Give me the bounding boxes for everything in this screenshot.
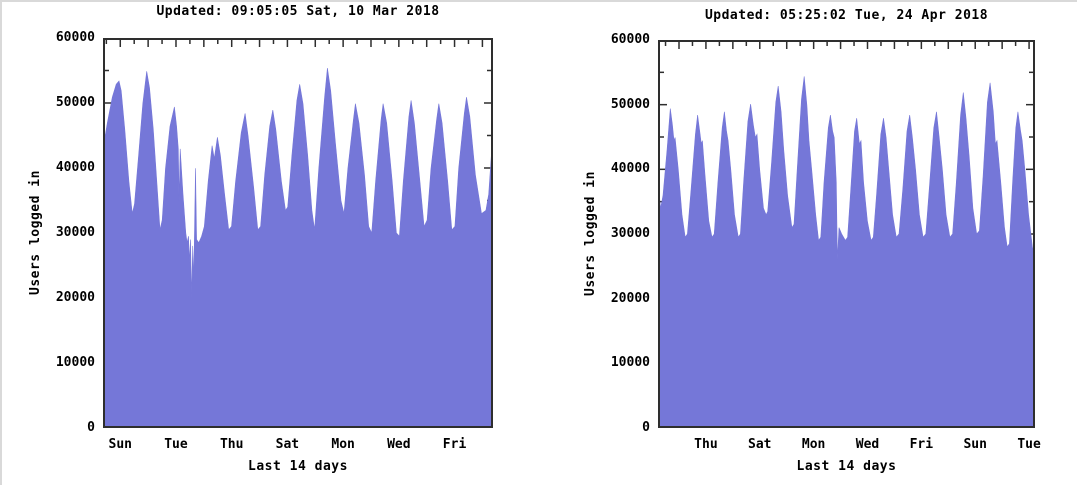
chart-title: Updated: 05:25:02 Tue, 24 Apr 2018 [704, 8, 989, 23]
users-area-series [103, 68, 493, 428]
y-tick-label: 20000 [55, 290, 95, 305]
users-area-series [658, 76, 1035, 428]
x-tick-label: Sun [963, 437, 987, 452]
y-tick-label: 30000 [610, 226, 650, 241]
y-tick-label: 0 [87, 420, 95, 435]
x-tick-label: Tue [1017, 437, 1041, 452]
x-axis-label: Last 14 days [796, 459, 897, 474]
area-chart-svg [658, 40, 1035, 428]
x-tick-label: Thu [694, 437, 718, 452]
x-tick-label: Sat [748, 437, 772, 452]
x-tick-label: Sat [275, 437, 300, 452]
y-tick-label: 30000 [55, 225, 95, 240]
x-tick-label: Wed [387, 437, 411, 452]
y-tick-label: 40000 [610, 161, 650, 177]
y-tick-label: 50000 [610, 96, 650, 112]
y-tick-label: 60000 [55, 30, 95, 45]
plot-border [658, 40, 1035, 428]
page-left-divider [0, 0, 2, 485]
y-tick-label: 10000 [55, 355, 95, 370]
x-tick-label: Mon [801, 437, 826, 452]
chart-title: Updated: 09:05:05 Sat, 10 Mar 2018 [156, 4, 440, 19]
plot-border [103, 38, 493, 428]
y-tick-label: 10000 [610, 355, 650, 371]
x-tick-label: Sun [108, 437, 132, 452]
x-tick-label: Mon [331, 437, 355, 452]
x-tick-label: Tue [164, 437, 188, 452]
x-tick-label: Thu [219, 437, 244, 452]
area-chart-svg [103, 38, 493, 428]
page-top-divider [0, 0, 1077, 2]
x-tick-label: Fri [909, 437, 934, 452]
y-tick-label: 40000 [55, 160, 95, 175]
y-tick-label: 60000 [610, 32, 650, 47]
y-tick-label: 50000 [55, 95, 95, 110]
x-axis-label: Last 14 days [248, 459, 348, 474]
y-tick-label: 0 [642, 420, 650, 435]
y-tick-label: 20000 [610, 290, 650, 306]
x-tick-label: Fri [442, 437, 467, 452]
x-tick-label: Wed [855, 437, 880, 452]
